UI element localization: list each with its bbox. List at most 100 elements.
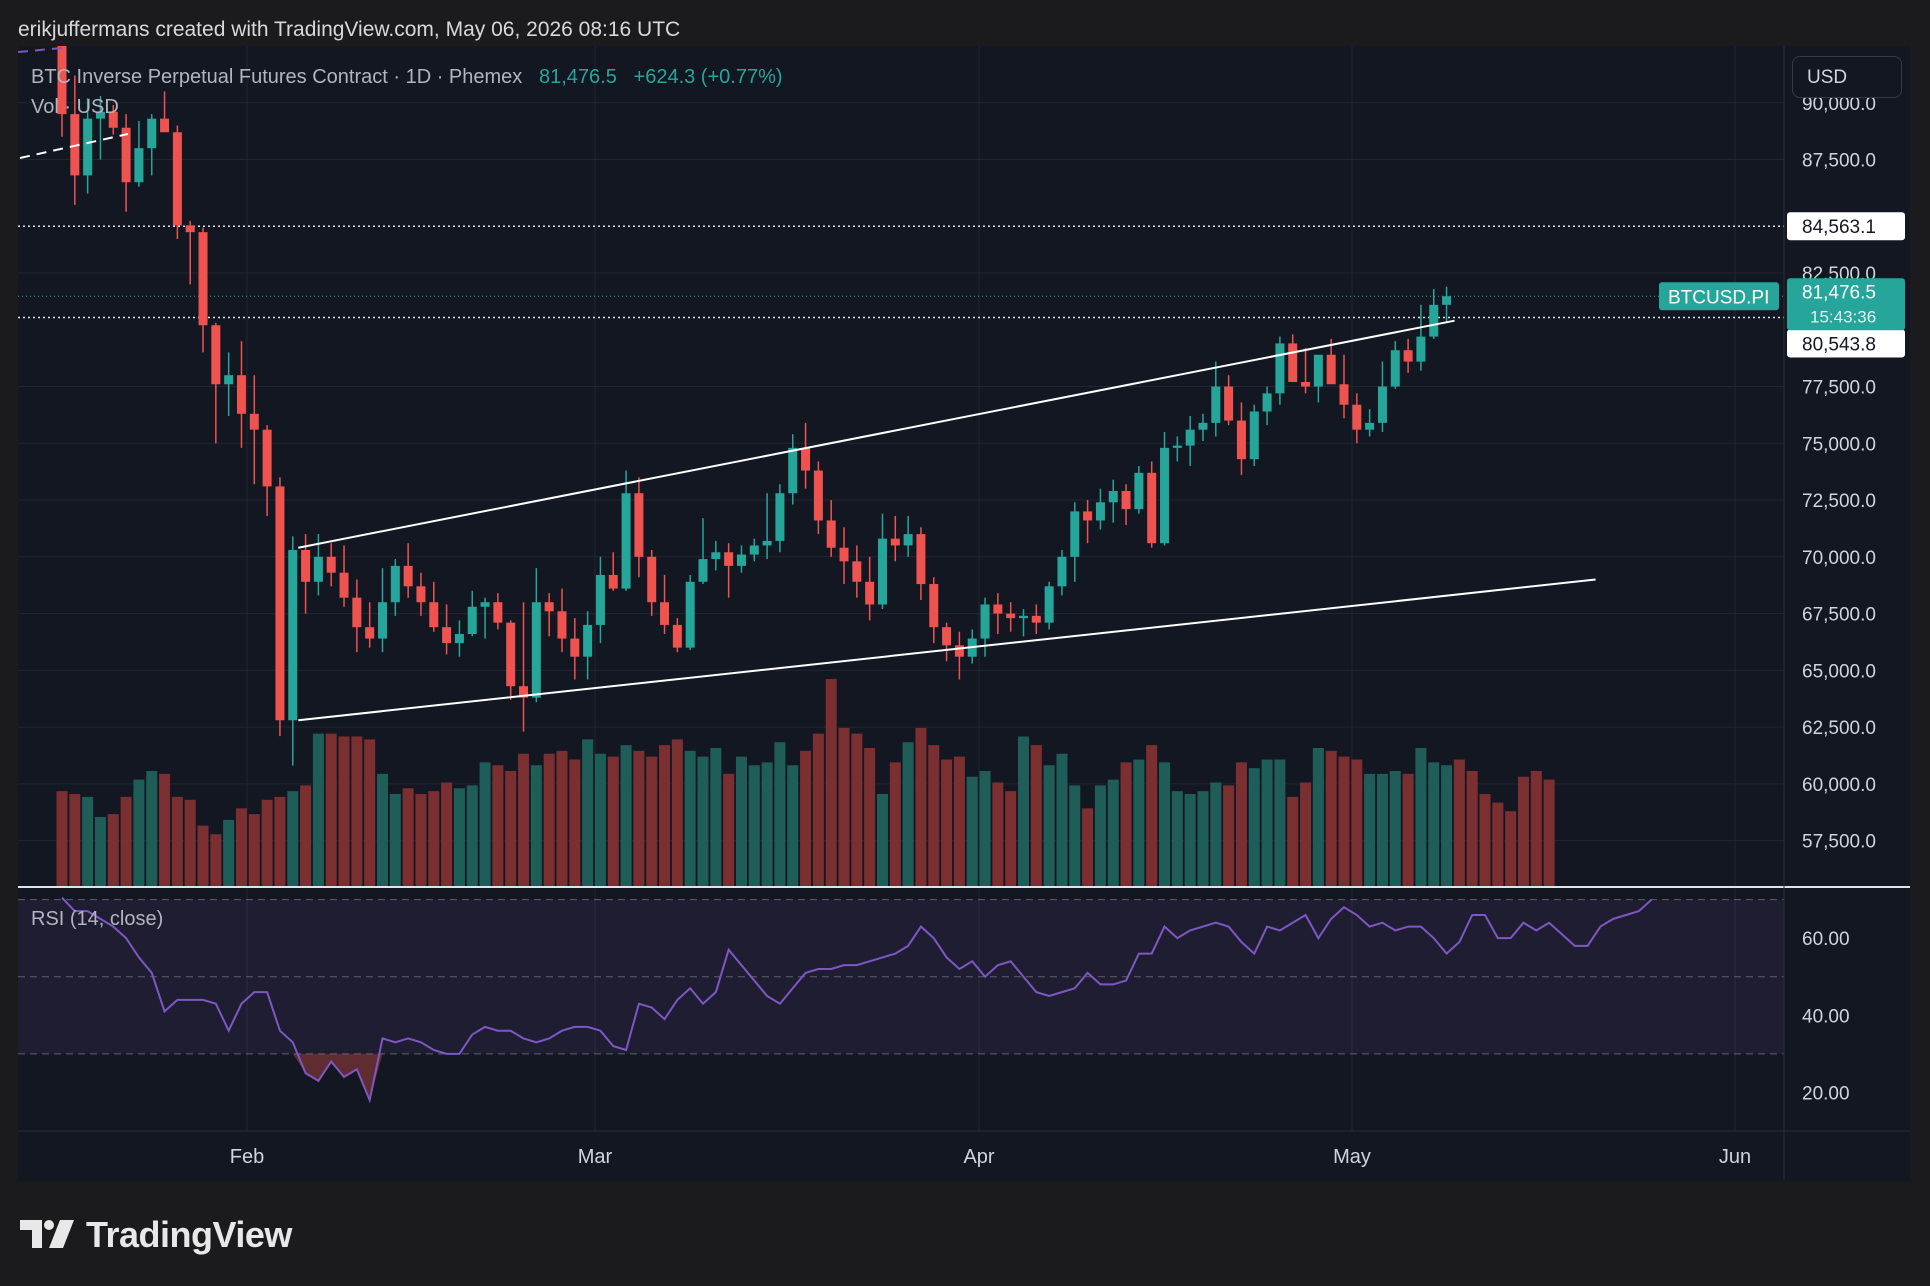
volume-bar bbox=[377, 773, 388, 886]
tradingview-logo[interactable]: TradingView bbox=[20, 1214, 292, 1256]
candle-body bbox=[506, 622, 516, 687]
price-tick-label: 67,500.0 bbox=[1802, 605, 1876, 626]
candle-body bbox=[236, 375, 246, 414]
chart-svg[interactable]: Feb Mar Apr May Jun90,000.087,500.082,500.07… bbox=[18, 46, 1910, 1181]
volume-bar bbox=[864, 748, 876, 886]
volume-bar bbox=[723, 773, 735, 886]
volume-bar bbox=[453, 788, 465, 886]
candle-body bbox=[378, 602, 387, 639]
volume-bar bbox=[120, 796, 132, 886]
candle-body bbox=[993, 604, 1003, 614]
volume-bar bbox=[735, 756, 747, 886]
volume-bar bbox=[530, 765, 542, 886]
volume-bar bbox=[505, 771, 517, 886]
volume-bar bbox=[1543, 779, 1555, 886]
candle-body bbox=[121, 127, 131, 183]
volume-bar bbox=[953, 756, 965, 886]
volume-bar bbox=[1248, 768, 1260, 886]
candle-body bbox=[698, 559, 708, 582]
volume-bar bbox=[787, 765, 799, 886]
symbol-name[interactable]: BTC Inverse Perpetual Futures Contract ·… bbox=[31, 66, 523, 88]
candle-body bbox=[1288, 343, 1298, 382]
currency-button[interactable]: USD bbox=[1792, 56, 1902, 98]
volume-bar bbox=[107, 814, 119, 886]
chart-panel[interactable]: Feb Mar Apr May Jun 90,000.0 87,500.0 82,500.0 7… bbox=[18, 46, 1910, 1181]
volume-bar bbox=[402, 788, 414, 886]
candle-body bbox=[1070, 511, 1080, 557]
candle-body bbox=[249, 413, 259, 430]
volume-bar bbox=[1287, 796, 1299, 886]
volume-bar bbox=[671, 739, 683, 886]
volume-bar bbox=[684, 750, 696, 886]
candle-body bbox=[570, 638, 580, 657]
volume-bar bbox=[274, 796, 286, 886]
symbol-legend[interactable]: BTC Inverse Perpetual Futures Contract ·… bbox=[31, 66, 783, 89]
candle-body bbox=[762, 540, 772, 546]
candle-body bbox=[1185, 429, 1195, 446]
candle-body bbox=[903, 534, 913, 546]
volume-bar bbox=[1428, 762, 1440, 886]
rsi-tick-label: 20.00 bbox=[1802, 1083, 1850, 1104]
volume-bar bbox=[659, 745, 671, 886]
attribution-text: erikjuffermans created with TradingView.… bbox=[18, 18, 681, 41]
candle-body bbox=[1083, 511, 1093, 521]
volume-bar bbox=[1043, 765, 1055, 886]
candle-body bbox=[685, 581, 695, 648]
volume-bar bbox=[184, 799, 196, 886]
volume-bar bbox=[1505, 811, 1517, 886]
candle-body bbox=[852, 561, 862, 582]
volume-bar bbox=[697, 756, 709, 886]
candle-body bbox=[442, 627, 452, 644]
candle-body bbox=[1198, 422, 1208, 430]
candle-body bbox=[403, 565, 413, 587]
candle-body bbox=[326, 556, 336, 573]
price-tick-label: 72,500.0 bbox=[1802, 491, 1876, 512]
volume-bar bbox=[915, 727, 927, 886]
volume-bar bbox=[338, 736, 350, 886]
candle-body bbox=[1301, 382, 1311, 387]
volume-bar bbox=[1376, 773, 1388, 886]
trendline-channel-top bbox=[298, 319, 1455, 549]
candle-body bbox=[1057, 556, 1067, 587]
candle-body bbox=[608, 574, 618, 589]
volume-bar bbox=[1325, 750, 1337, 886]
candle-body bbox=[672, 624, 682, 648]
x-tick-label: Mar bbox=[578, 1146, 613, 1168]
volume-bar bbox=[1300, 782, 1312, 886]
x-tick-label: Apr bbox=[963, 1146, 994, 1168]
candle-body bbox=[1108, 490, 1118, 503]
candle-body bbox=[160, 118, 170, 133]
upper-level-label: 84,563.1 bbox=[1802, 217, 1876, 238]
volume-bar bbox=[979, 771, 991, 886]
rsi-line bbox=[61, 896, 1653, 1104]
volume-bar bbox=[1235, 762, 1247, 886]
candle-body bbox=[1121, 490, 1131, 510]
candle-body bbox=[288, 550, 298, 721]
candle-body bbox=[1390, 350, 1400, 387]
candle-body bbox=[301, 550, 311, 582]
volume-bar bbox=[1261, 759, 1273, 886]
volume-bar bbox=[1402, 773, 1414, 886]
volume-bar bbox=[1312, 748, 1324, 886]
dashed-trendline-purple bbox=[18, 47, 63, 53]
volume-bar bbox=[633, 750, 645, 886]
price-label-box bbox=[1787, 278, 1905, 331]
rsi-legend[interactable]: RSI (14, close) bbox=[31, 908, 164, 930]
candle-body bbox=[83, 118, 93, 176]
candle-body bbox=[1403, 350, 1413, 362]
candle-body bbox=[1236, 420, 1246, 460]
price-tick-label: 75,000.0 bbox=[1802, 434, 1876, 455]
candle-body bbox=[1326, 354, 1336, 385]
volume-bar bbox=[1094, 785, 1106, 886]
volume-bar bbox=[1056, 753, 1068, 886]
volume-bar bbox=[364, 739, 376, 886]
candle-body bbox=[172, 132, 182, 226]
volume-legend[interactable]: Vol · USD bbox=[31, 96, 119, 118]
volume-bar bbox=[1274, 759, 1286, 886]
volume-bar bbox=[428, 791, 440, 886]
volume-bar bbox=[287, 791, 299, 886]
tradingview-logo-icon bbox=[20, 1220, 74, 1248]
candle-body bbox=[1031, 615, 1041, 623]
candle-body bbox=[108, 111, 118, 128]
volume-bar bbox=[300, 785, 312, 886]
